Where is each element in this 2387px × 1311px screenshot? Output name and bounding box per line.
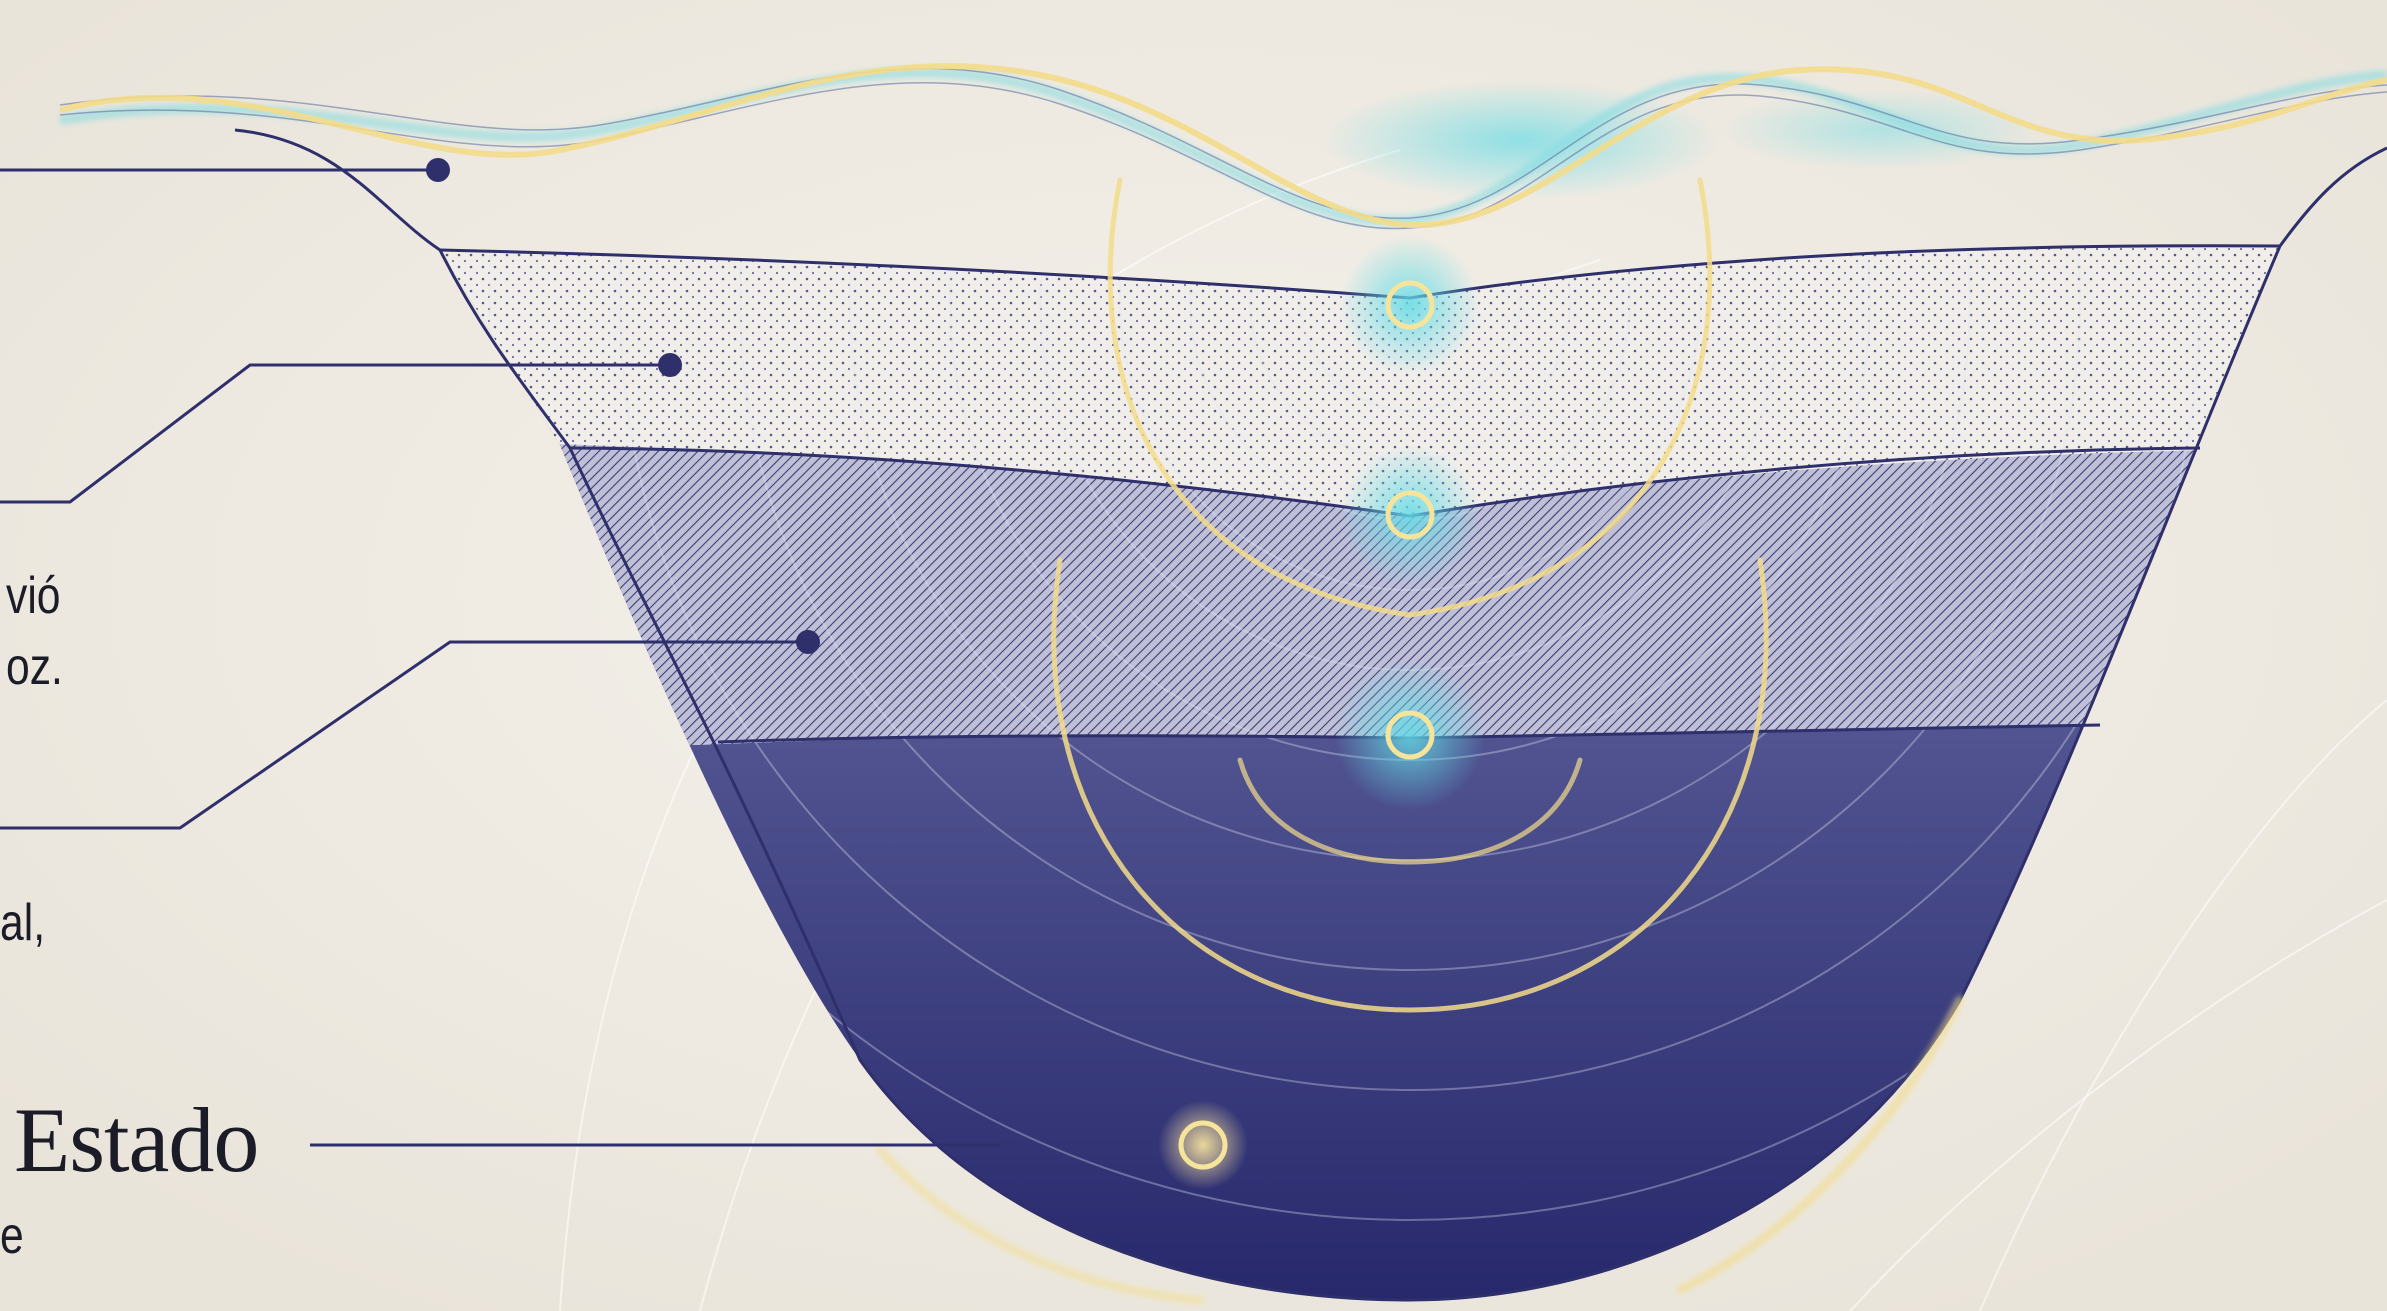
wave-ribbon: [59, 63, 2387, 230]
connector-dot: [426, 158, 450, 182]
estado-title: Estado: [14, 1089, 259, 1191]
glowing-node: [1385, 490, 1435, 540]
callout-lines: [0, 168, 1000, 1147]
glowing-node: [1385, 280, 1435, 330]
fragment-text-2: al,: [0, 894, 46, 952]
connector-dot: [796, 630, 820, 654]
callout-line-3: [0, 640, 808, 830]
outer-rim: [234, 128, 2387, 252]
hatched-layer: [440, 420, 2280, 745]
glowing-nodes: [1158, 235, 1485, 1190]
callout-dots: [426, 158, 820, 654]
gold-arcs: [876, 177, 1964, 1304]
callout-line-2: [0, 363, 670, 504]
fragment-text-3: e: [0, 1207, 24, 1265]
connector-dot: [658, 353, 682, 377]
fragment-text-1a: vió: [6, 567, 61, 625]
glowing-node: [1178, 1120, 1228, 1170]
glowing-node: [1385, 710, 1435, 760]
dotted-layer: [440, 245, 2280, 516]
fragment-text-1b: oz.: [6, 638, 63, 696]
